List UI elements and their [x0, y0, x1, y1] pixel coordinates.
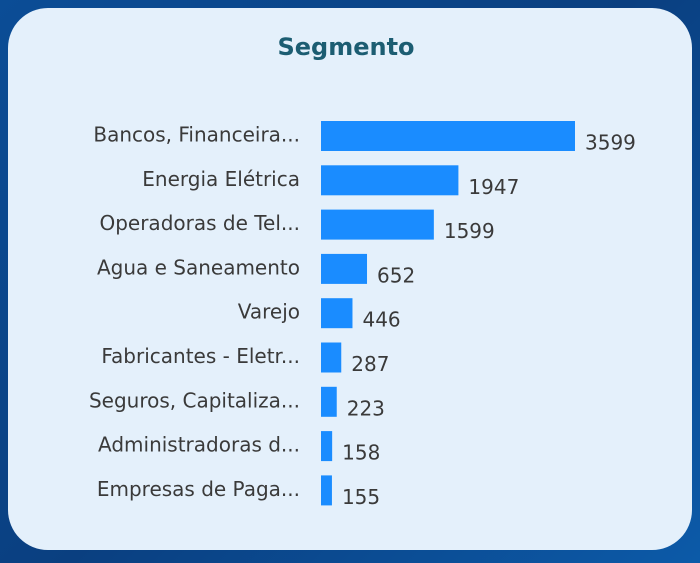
data-label: 3599	[585, 131, 636, 155]
data-label: 155	[342, 485, 380, 509]
bar	[321, 209, 434, 240]
category-label: Seguros, Capitaliza...	[89, 388, 300, 412]
data-label: 652	[377, 263, 415, 287]
category-label: Varejo	[238, 300, 300, 324]
data-label: 1599	[444, 219, 495, 243]
chart-title: Segmento	[277, 33, 414, 61]
category-label: Empresas de Paga...	[97, 477, 300, 501]
category-label: Administradoras d...	[98, 433, 300, 457]
bar	[321, 475, 332, 506]
bar	[321, 121, 575, 151]
bar	[321, 298, 353, 329]
bar	[321, 386, 337, 417]
category-label: Energia Elétrica	[142, 167, 300, 191]
bar	[321, 342, 342, 373]
category-label: Fabricantes - Eletr...	[101, 344, 300, 368]
data-label: 223	[347, 396, 385, 420]
bar	[321, 253, 368, 284]
bar	[321, 165, 459, 196]
data-label: 1947	[468, 175, 519, 199]
category-label: Operadoras de Tel...	[99, 211, 300, 235]
category-label: Agua e Saneamento	[97, 255, 300, 279]
category-label: Bancos, Financeira...	[93, 123, 300, 147]
data-label: 158	[342, 441, 380, 465]
data-label: 446	[362, 308, 400, 332]
bar	[321, 431, 333, 462]
data-label: 287	[351, 352, 389, 376]
